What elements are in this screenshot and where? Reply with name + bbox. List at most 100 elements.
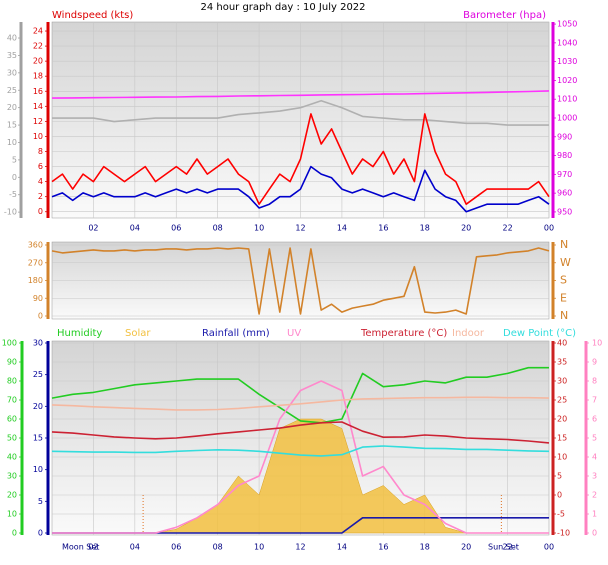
x-tick-label: 12: [295, 224, 305, 233]
y-tick-label: 6: [592, 415, 597, 424]
annotation: Moon Set: [62, 543, 99, 552]
y-tick-label: 60: [7, 415, 17, 424]
y-tick-label: 950: [557, 207, 572, 216]
series-line: [51, 113, 550, 205]
x-tick-label: 10: [254, 224, 264, 233]
series-line: [51, 396, 550, 411]
y-tick-label: 10: [7, 510, 17, 519]
legend-entry: UV: [287, 328, 301, 339]
y-tick-label: 990: [557, 132, 572, 141]
y-tick-label: 35: [557, 358, 567, 367]
y-tick-label: 360: [28, 241, 43, 250]
x-tick-label: 22: [502, 543, 512, 552]
y-tick-label: N: [560, 238, 568, 251]
y-tick-label: -10: [4, 208, 17, 217]
series-line: [51, 421, 550, 444]
legend-entry: Humidity: [57, 328, 102, 339]
y2-axis-label: Barometer (hpa): [463, 10, 546, 21]
y-tick-label: 35: [7, 51, 17, 60]
x-tick-label: 16: [378, 543, 388, 552]
legend-entry: Rainfall (mm): [202, 328, 270, 339]
y-tick-label: 270: [28, 258, 43, 267]
x-tick-label: 02: [88, 224, 98, 233]
y-tick-label: 30: [7, 472, 17, 481]
y-tick-label: 960: [557, 189, 572, 198]
x-tick-label: 22: [502, 224, 512, 233]
y-tick-label: 9: [592, 358, 597, 367]
series-line: [52, 380, 549, 534]
y-tick-label: 5: [592, 434, 597, 443]
x-tick-label: 00: [544, 224, 554, 233]
y-tick-label: 1: [592, 510, 597, 519]
y-tick-label: 1040: [557, 38, 577, 47]
x-tick-label: 18: [420, 543, 430, 552]
y-tick-label: 0: [38, 312, 43, 321]
y-tick-label: W: [560, 256, 571, 269]
y-tick-label: 25: [557, 396, 567, 405]
series-line: [52, 99, 549, 126]
legend-entry: Temperature (°C): [360, 328, 447, 339]
y-tick-label: 40: [7, 453, 17, 462]
x-tick-label: 10: [254, 543, 264, 552]
series-line: [51, 366, 549, 424]
y-tick-label: 40: [7, 34, 17, 43]
y-tick-label: 40: [557, 339, 567, 348]
series-line: [51, 247, 550, 315]
y-tick-label: 1050: [557, 20, 577, 29]
y-tick-label: 0: [12, 529, 17, 538]
y-tick-label: 10: [33, 132, 43, 141]
legend-entry: Indoor: [452, 328, 485, 339]
y-tick-label: 20: [557, 415, 567, 424]
y-tick-label: 0: [592, 529, 597, 538]
y-tick-label: 20: [7, 491, 17, 500]
y-tick-label: 0: [38, 529, 43, 538]
y-tick-label: 180: [28, 276, 43, 285]
x-tick-label: 02: [88, 543, 98, 552]
y-tick-label: 4: [38, 177, 43, 186]
y-tick-label: 18: [33, 72, 43, 81]
y-tick-label: 1020: [557, 76, 577, 85]
y-tick-label: 16: [33, 87, 43, 96]
y-tick-label: 15: [7, 121, 17, 130]
y-tick-label: 980: [557, 151, 572, 160]
annotation: Sun Set: [488, 543, 519, 552]
y-tick-label: 4: [592, 453, 597, 462]
y-tick-label: 0: [12, 173, 17, 182]
y-tick-label: 15: [557, 434, 567, 443]
y-axis-label: Windspeed (kts): [52, 10, 133, 21]
y-tick-label: 5: [557, 472, 562, 481]
x-tick-label: 06: [171, 224, 181, 233]
series-line: [51, 165, 550, 213]
series-line: [51, 445, 550, 457]
y-tick-label: -5: [557, 510, 565, 519]
x-tick-label: 04: [130, 224, 140, 233]
legend-entry: Dew Point (°C): [503, 328, 576, 339]
y-tick-label: 2: [38, 192, 43, 201]
y-tick-label: 1010: [557, 95, 577, 104]
y-tick-label: 5: [12, 155, 17, 164]
y-tick-label: S: [560, 274, 567, 287]
x-tick-label: 18: [420, 224, 430, 233]
y-tick-label: 25: [33, 370, 43, 379]
y-tick-label: 5: [38, 497, 43, 506]
x-tick-label: 20: [461, 224, 471, 233]
y-tick-label: 0: [38, 207, 43, 216]
y-tick-label: 3: [592, 472, 597, 481]
y-tick-label: 6: [38, 162, 43, 171]
y-tick-label: 12: [33, 117, 43, 126]
series-line: [51, 90, 550, 99]
y-tick-label: 80: [7, 377, 17, 386]
x-tick-label: 04: [130, 543, 140, 552]
x-tick-label: 20: [461, 543, 471, 552]
y-tick-label: 970: [557, 170, 572, 179]
y-tick-label: 25: [7, 86, 17, 95]
y-tick-label: 20: [33, 57, 43, 66]
x-tick-label: 14: [337, 543, 347, 552]
y-tick-label: 2: [592, 491, 597, 500]
x-tick-label: 12: [295, 543, 305, 552]
y-tick-label: 24: [33, 27, 43, 36]
y-tick-label: 70: [7, 396, 17, 405]
y-tick-label: 22: [33, 42, 43, 51]
y-tick-label: 8: [592, 377, 597, 386]
